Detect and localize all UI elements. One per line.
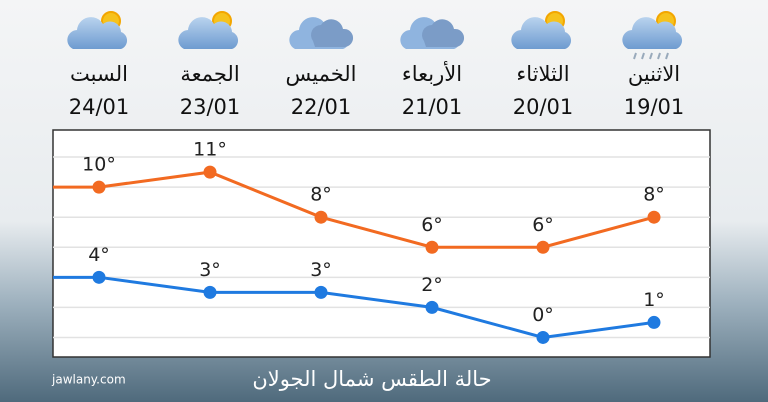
- cloud: [422, 19, 465, 47]
- point: [536, 330, 550, 344]
- point: [203, 165, 217, 179]
- cloud: [178, 17, 239, 49]
- point: [425, 240, 439, 254]
- day-label: الجمعة: [180, 62, 239, 86]
- date-label: 19/01: [624, 95, 685, 119]
- weather-icon: [511, 11, 572, 49]
- value-label: 3°: [310, 259, 332, 281]
- value-label: 11°: [193, 139, 227, 161]
- point: [314, 210, 328, 224]
- rain-drop: [633, 52, 637, 60]
- value-label: 10°: [82, 154, 116, 176]
- day-label: الأربعاء: [402, 61, 462, 86]
- point: [647, 315, 661, 329]
- rain-drop: [657, 52, 661, 60]
- series-line: [98, 170, 655, 249]
- cloud: [622, 17, 683, 49]
- day-label: الثلاثاء: [516, 62, 569, 86]
- chart-title: حالة الطقس شمال الجولان: [252, 367, 491, 391]
- cloud: [67, 17, 128, 49]
- value-label: 2°: [421, 274, 443, 296]
- date-label: 24/01: [69, 95, 130, 119]
- point: [314, 285, 328, 299]
- point: [647, 210, 661, 224]
- day-label: الخميس: [285, 62, 356, 86]
- point: [536, 240, 550, 254]
- weather-icon: [289, 17, 354, 49]
- rain-drop: [665, 52, 669, 60]
- weather-icon: [400, 17, 465, 49]
- value-label: 8°: [643, 184, 665, 206]
- point: [92, 180, 106, 194]
- value-label: 0°: [532, 304, 554, 326]
- value-label: 1°: [643, 289, 665, 311]
- value-label: 8°: [310, 184, 332, 206]
- series-line: [98, 275, 655, 339]
- value-label: 3°: [199, 259, 221, 281]
- point: [92, 270, 106, 284]
- weather-icon: [178, 11, 239, 49]
- value-label: 6°: [532, 214, 554, 236]
- day-label: السبت: [70, 62, 128, 86]
- rain-drop: [641, 52, 645, 60]
- value-label: 4°: [88, 244, 110, 266]
- rain-drop: [649, 52, 653, 60]
- plot-area: [52, 129, 711, 358]
- date-label: 22/01: [291, 95, 352, 119]
- date-label: 23/01: [180, 95, 241, 119]
- point: [203, 285, 217, 299]
- source: jawlany.com: [51, 373, 126, 387]
- value-label: 6°: [421, 214, 443, 236]
- cloud: [511, 17, 572, 49]
- weather-icon: [67, 11, 128, 49]
- date-label: 20/01: [513, 95, 574, 119]
- cloud: [311, 19, 354, 47]
- weather-icon: [622, 11, 683, 60]
- date-label: 21/01: [402, 95, 463, 119]
- day-label: الاثنين: [628, 62, 680, 86]
- point: [425, 300, 439, 314]
